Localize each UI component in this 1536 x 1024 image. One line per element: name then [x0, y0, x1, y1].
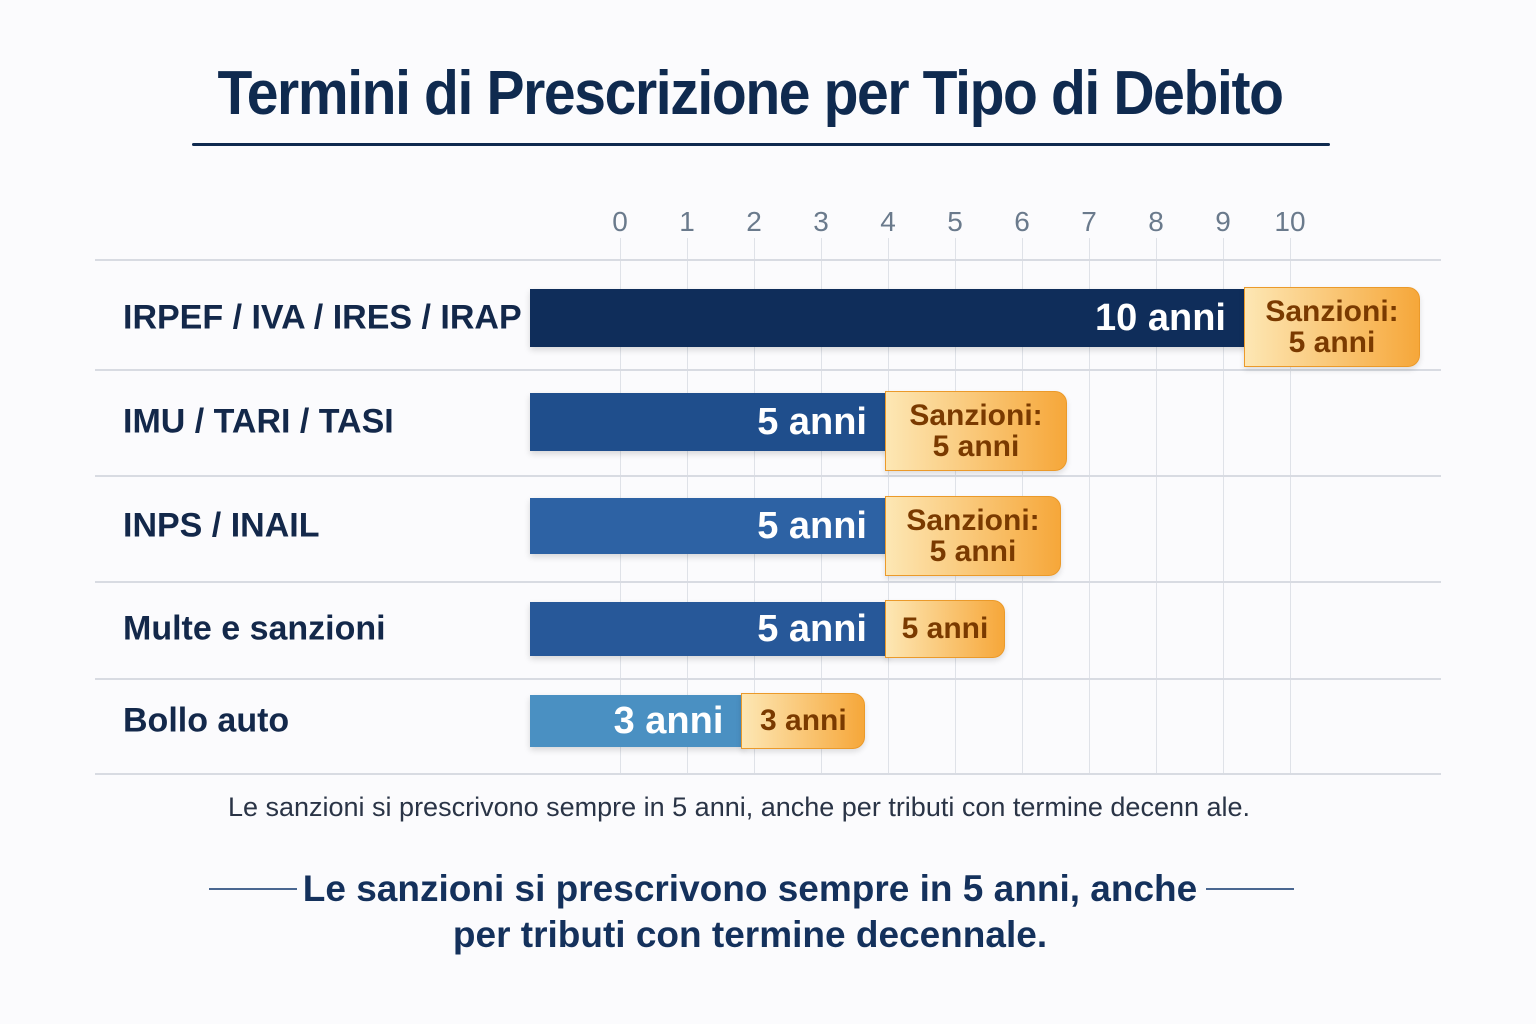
category-label: IMU / TARI / TASI [123, 402, 394, 441]
x-tick-label: 1 [679, 206, 695, 237]
sanctions-label: Sanzioni: [906, 503, 1040, 537]
sanctions-label: 5 anni [1288, 326, 1376, 359]
x-tick-label: 9 [1215, 206, 1231, 237]
category-label: Bollo auto [123, 701, 290, 740]
title-underline [192, 143, 1330, 146]
category-label: INPS / INAIL [123, 506, 320, 545]
divider-right [1206, 888, 1294, 890]
bar-sanctions: Sanzioni: 5 anni [885, 496, 1061, 576]
row-divider [95, 773, 1441, 775]
row-divider [95, 369, 1441, 371]
sanctions-label: 5 anni [929, 535, 1017, 568]
row-divider [95, 581, 1441, 583]
footnote: Le sanzioni si prescrivono sempre in 5 a… [227, 792, 1251, 822]
row-divider [95, 678, 1441, 680]
x-tick-label: 4 [880, 206, 896, 237]
bar-sanctions: Sanzioni: 5 anni [885, 391, 1067, 471]
bar-term: 5 anni [530, 393, 889, 451]
category-label: IRPEF / IVA / IRES / IRAP [123, 298, 522, 337]
bar-sanctions: 5 anni [885, 600, 1005, 658]
sanctions-label: Sanzioni: [1265, 294, 1399, 328]
x-tick-label: 5 [947, 206, 963, 237]
bar-term: 5 anni [530, 602, 889, 656]
category-label: Multe e sanzioni [123, 609, 386, 648]
divider-left [209, 888, 297, 890]
bar-term: 10 anni [530, 289, 1248, 347]
callout-text: Le sanzioni si prescrivono sempre in 5 a… [302, 868, 1198, 955]
row-divider [95, 475, 1441, 477]
row-divider [95, 259, 1441, 261]
x-tick-label: 0 [612, 206, 628, 237]
x-tick-label: 7 [1081, 206, 1097, 237]
bar-term: 3 anni [530, 695, 746, 747]
grid-line [1089, 238, 1090, 773]
x-tick-label: 6 [1014, 206, 1030, 237]
x-tick-label: 10 [1274, 206, 1306, 237]
x-tick-label: 3 [813, 206, 829, 237]
chart-title: Termini di Prescrizione per Tipo di Debi… [217, 59, 1283, 128]
sanctions-label: 5 anni [932, 430, 1020, 463]
x-tick-label: 2 [746, 206, 762, 237]
bar-term: 5 anni [530, 498, 889, 554]
bar-sanctions: Sanzioni: 5 anni [1244, 287, 1420, 367]
grid-line [1290, 238, 1291, 773]
grid-line [1223, 238, 1224, 773]
sanctions-label: 3 anni [760, 704, 847, 738]
grid-line [1156, 238, 1157, 773]
sanctions-label: Sanzioni: [909, 398, 1043, 432]
bar-sanctions: 3 anni [741, 693, 866, 749]
x-tick-label: 8 [1148, 206, 1164, 237]
sanctions-label: 5 anni [901, 612, 989, 646]
